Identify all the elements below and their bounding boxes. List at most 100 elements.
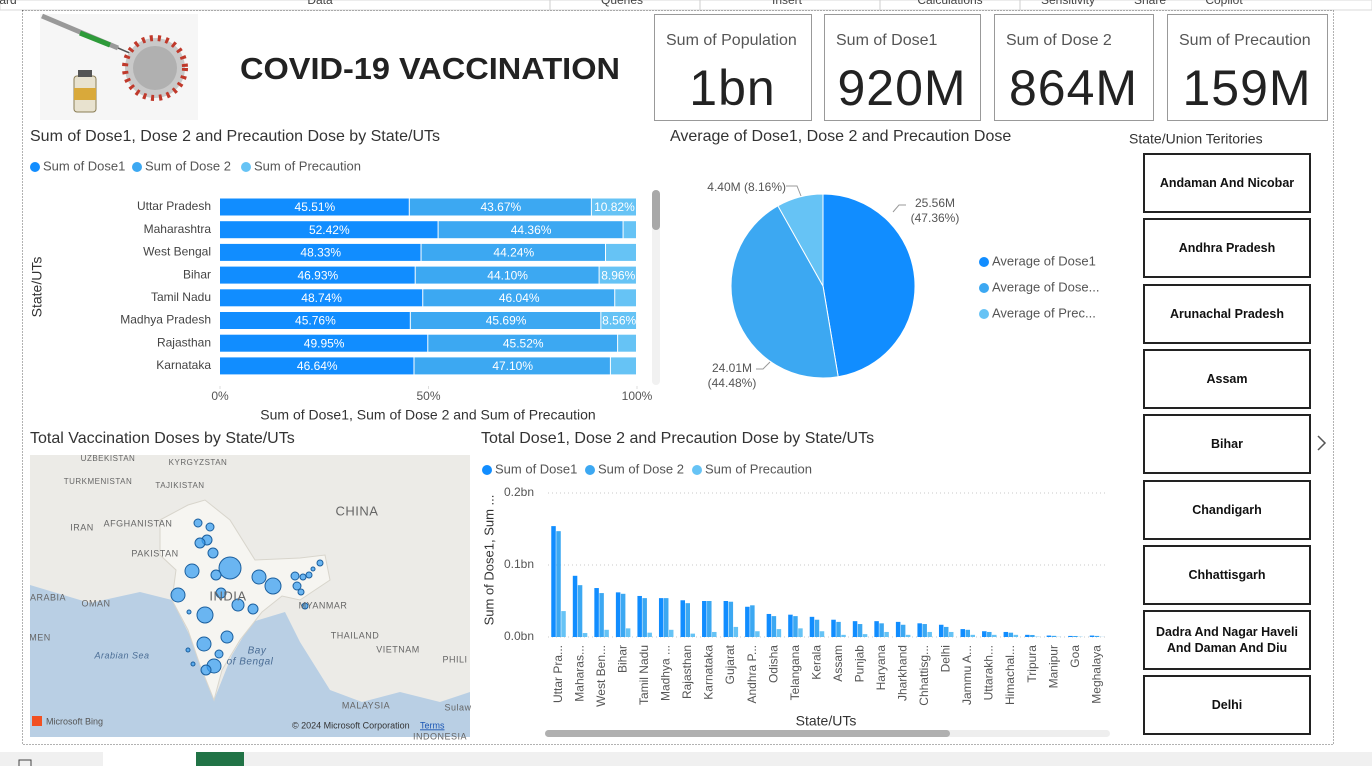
data-label: 48.33% bbox=[300, 246, 341, 260]
kpi-value: 1bn bbox=[689, 60, 775, 116]
map-terms[interactable]: Terms bbox=[420, 720, 445, 730]
data-label: 46.93% bbox=[297, 268, 338, 282]
bar bbox=[668, 629, 674, 637]
bar bbox=[723, 601, 729, 637]
ribbon-tab[interactable]: Share bbox=[1134, 0, 1166, 7]
bar-segment bbox=[623, 221, 636, 239]
bar bbox=[922, 624, 927, 637]
slicer-title: State/Union Teritories bbox=[1129, 131, 1263, 147]
legend-marker bbox=[241, 162, 251, 172]
bar bbox=[943, 626, 949, 637]
ribbon-tab[interactable]: Data bbox=[307, 0, 333, 7]
map-label: THAILAND bbox=[331, 630, 380, 640]
data-label: 45.69% bbox=[486, 314, 527, 328]
bar-segment bbox=[615, 289, 636, 307]
bar bbox=[905, 634, 911, 637]
legend-label: Sum of Dose1 bbox=[495, 461, 577, 476]
y-axis-label: Sum of Dose1, Sum ... bbox=[481, 495, 496, 626]
bar bbox=[625, 628, 631, 637]
page-tab[interactable] bbox=[103, 752, 196, 766]
bar bbox=[1073, 635, 1078, 637]
kpi-label: Sum of Dose 2 bbox=[1006, 32, 1112, 49]
slicer-item[interactable]: Chandigarh bbox=[1143, 479, 1311, 540]
map-label: MYANMAR bbox=[299, 600, 348, 610]
bar-segment bbox=[591, 198, 636, 216]
slicer-next[interactable] bbox=[1317, 435, 1327, 451]
bar bbox=[927, 631, 932, 637]
map-label: Arabian Sea bbox=[93, 650, 149, 660]
x-tick-label: Assam bbox=[831, 645, 845, 682]
x-tick-label: West Ben... bbox=[594, 645, 608, 707]
leader-line bbox=[892, 204, 906, 213]
vial-cap bbox=[78, 70, 92, 77]
kpi-card bbox=[994, 14, 1154, 121]
legend-marker bbox=[979, 257, 989, 267]
bar bbox=[895, 621, 901, 637]
slicer-item[interactable]: Assam bbox=[1143, 348, 1311, 409]
y-tick-label: Bihar bbox=[183, 267, 211, 281]
bar bbox=[948, 631, 954, 637]
bar bbox=[685, 603, 690, 637]
ribbon-tab[interactable]: Queries bbox=[601, 0, 643, 7]
bar-segment bbox=[220, 198, 409, 216]
map-bubble bbox=[251, 569, 267, 585]
bar bbox=[1030, 634, 1035, 637]
bar-segment bbox=[610, 357, 636, 375]
bar bbox=[857, 624, 863, 637]
bar bbox=[982, 631, 987, 637]
x-tick-label: Delhi bbox=[939, 645, 953, 672]
kpi-card bbox=[1167, 14, 1328, 121]
slicer-item[interactable]: Dadra And Nagar Haveli And Daman And Diu bbox=[1143, 610, 1311, 671]
slicer-item[interactable]: Andhra Pradesh bbox=[1143, 218, 1311, 279]
bar bbox=[917, 623, 922, 637]
vial-label bbox=[74, 88, 96, 100]
bar bbox=[702, 601, 707, 637]
map-bubble bbox=[196, 606, 214, 624]
x-tick-label: Tripura bbox=[1025, 645, 1039, 683]
slicer-item[interactable]: Arunachal Pradesh bbox=[1143, 283, 1311, 344]
kpi-card bbox=[654, 14, 812, 121]
bar bbox=[642, 598, 647, 637]
bar bbox=[884, 631, 889, 637]
legend-label: Sum of Precaution bbox=[254, 158, 361, 173]
map-title: Total Vaccination Doses by State/UTs bbox=[30, 430, 295, 447]
map-label: INDIA bbox=[209, 588, 246, 603]
ribbon-tab[interactable]: Calculations bbox=[917, 0, 982, 7]
bar bbox=[1003, 631, 1009, 637]
scroll-thumb[interactable] bbox=[545, 730, 950, 737]
x-tick-label: Rajasthan bbox=[680, 645, 694, 699]
map-bubble bbox=[264, 577, 282, 595]
ribbon-tab[interactable]: Copilot bbox=[1205, 0, 1243, 7]
slicer-item[interactable]: Delhi bbox=[1143, 675, 1311, 736]
scroll-thumb[interactable] bbox=[652, 190, 660, 230]
slicer-item[interactable]: Bihar bbox=[1143, 414, 1311, 475]
bar-segment bbox=[410, 312, 601, 329]
bar bbox=[663, 598, 669, 637]
y-tick-label: 0.1bn bbox=[504, 557, 534, 571]
map-label: VIETNAM bbox=[376, 644, 420, 654]
map-label: OMAN bbox=[82, 598, 111, 608]
ribbon-tab[interactable]: Sensitivity bbox=[1041, 0, 1095, 7]
bar bbox=[615, 592, 621, 637]
slicer-item[interactable]: Chhattisgarh bbox=[1143, 544, 1311, 605]
bar bbox=[712, 631, 717, 637]
x-tick-label: Karnataka bbox=[702, 645, 716, 700]
ribbon-tab[interactable]: ard bbox=[0, 0, 17, 7]
bar bbox=[987, 631, 992, 637]
x-tick-label: Jammu A... bbox=[960, 645, 974, 705]
map-label: TAJIKISTAN bbox=[155, 481, 204, 490]
y-axis-label: State/UTs bbox=[29, 257, 45, 318]
bar bbox=[793, 616, 798, 637]
data-label: 45.52% bbox=[503, 336, 544, 350]
ribbon-tab[interactable]: Insert bbox=[772, 0, 803, 7]
map-bubble bbox=[310, 566, 316, 572]
map-label: AFGHANISTAN bbox=[104, 518, 173, 528]
bar bbox=[831, 619, 836, 637]
bar bbox=[755, 631, 760, 637]
bar bbox=[582, 633, 588, 637]
map-bubble bbox=[305, 571, 313, 579]
map-bubble bbox=[184, 563, 200, 579]
bar bbox=[1094, 635, 1100, 637]
slicer-item[interactable]: Andaman And Nicobar bbox=[1143, 153, 1311, 213]
page-tab-active[interactable] bbox=[196, 752, 244, 766]
